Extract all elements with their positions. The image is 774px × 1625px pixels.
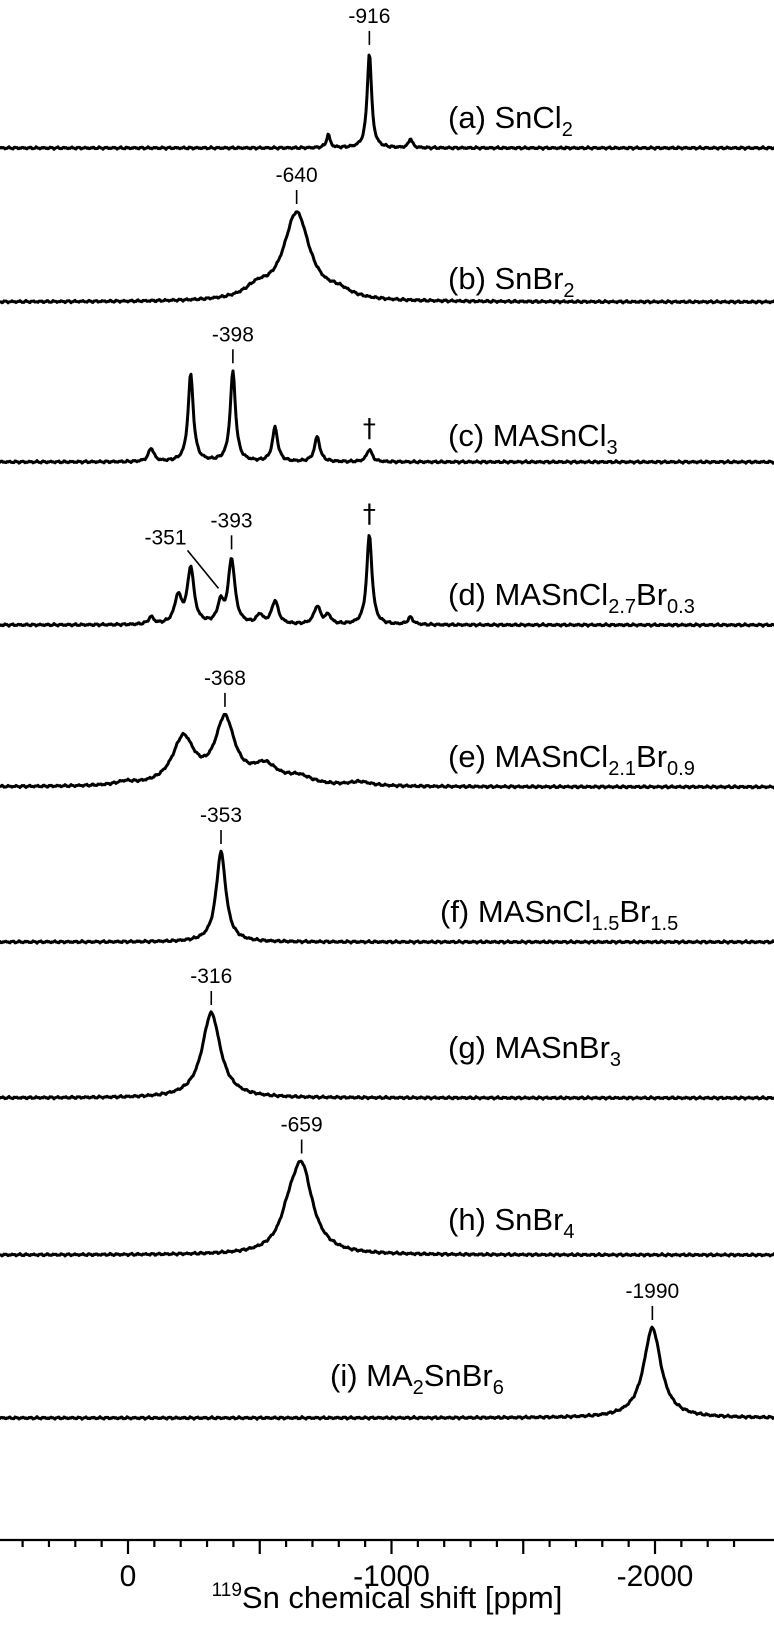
formula-part: SnBr bbox=[495, 1202, 564, 1237]
spectrum-6: -316 (g) MASnBr3 bbox=[0, 965, 774, 1101]
spectra-group: -916(a) SnCl2-640(b) SnBr2-398† (c) MASnC… bbox=[0, 5, 774, 1421]
tick-label: 0 bbox=[120, 1560, 137, 1593]
spectrum-trace bbox=[0, 1325, 774, 1421]
spectrum-trace bbox=[0, 53, 774, 151]
formula-part: MA bbox=[366, 1358, 413, 1393]
formula-part: 3 bbox=[610, 1049, 621, 1071]
sample-label-prefix: (e) bbox=[448, 739, 495, 774]
x-axis-label-superscript: 119 bbox=[212, 1580, 242, 1601]
formula-part: MASnBr bbox=[495, 1030, 610, 1065]
sample-label: (i) MA2SnBr6 bbox=[330, 1358, 504, 1399]
spectrum-8: -1990 (i) MA2SnBr6 bbox=[0, 1280, 774, 1421]
sample-label: (d) MASnCl2.7Br0.3 bbox=[448, 577, 695, 618]
sample-label: (c) MASnCl3 bbox=[448, 418, 618, 459]
tick-label: -2000 bbox=[617, 1560, 694, 1593]
impurity-dagger: † bbox=[363, 500, 376, 530]
spectrum-3: -393 -351 † (d) MASnCl2.7Br0.3 bbox=[0, 500, 774, 628]
formula-part: MASnCl bbox=[495, 739, 609, 774]
formula-part: 1.5 bbox=[592, 913, 620, 935]
formula-part: 4 bbox=[563, 1221, 574, 1243]
peak-label: -659 bbox=[281, 1114, 323, 1137]
peak-label: -398 bbox=[212, 323, 254, 346]
peak-label: -353 bbox=[200, 804, 242, 827]
formula-part: MASnCl bbox=[495, 577, 609, 612]
spectrum-trace bbox=[0, 1159, 774, 1258]
sample-label: (b) SnBr2 bbox=[448, 261, 575, 302]
sample-label: (a) SnCl2 bbox=[448, 100, 573, 141]
peak-label: -640 bbox=[276, 164, 318, 187]
formula-part: 3 bbox=[606, 437, 617, 459]
formula-part: 0.9 bbox=[667, 758, 695, 780]
formula-part: 2.7 bbox=[608, 596, 636, 618]
x-axis-label-text: Sn chemical shift [ppm] bbox=[242, 1580, 562, 1615]
formula-part: Br bbox=[636, 739, 667, 774]
impurity-dagger: † bbox=[363, 414, 376, 444]
spectrum-4: -368 (e) MASnCl2.1Br0.9 bbox=[0, 667, 774, 790]
spectrum-trace bbox=[0, 1010, 774, 1101]
formula-part: Br bbox=[619, 894, 650, 929]
sample-label: (e) MASnCl2.1Br0.9 bbox=[448, 739, 695, 780]
formula-part: 2 bbox=[562, 119, 573, 141]
peak-label: -916 bbox=[348, 5, 390, 28]
tick-label: -1000 bbox=[353, 1560, 430, 1593]
formula-part: 6 bbox=[493, 1377, 504, 1399]
spectrum-0: -916 (a) SnCl2 bbox=[0, 5, 774, 151]
spectrum-trace bbox=[0, 849, 774, 945]
formula-part: SnCl bbox=[495, 100, 562, 135]
spectrum-7: -659 (h) SnBr4 bbox=[0, 1114, 774, 1258]
formula-part: 2.1 bbox=[608, 758, 636, 780]
spectrum-5: -353(f) MASnCl1.5Br1.5 bbox=[0, 804, 774, 945]
sample-label-prefix: (d) bbox=[448, 577, 495, 612]
sample-label: (f) MASnCl1.5Br1.5 bbox=[440, 894, 678, 935]
sample-label-prefix: (h) bbox=[448, 1202, 495, 1237]
formula-part: 2 bbox=[413, 1377, 424, 1399]
formula-part: MASnCl bbox=[493, 418, 607, 453]
peak-label: -368 bbox=[204, 667, 246, 690]
spectrum-1: -640 (b) SnBr2 bbox=[0, 164, 774, 305]
spectrum-trace bbox=[0, 534, 774, 628]
sample-label-prefix: (b) bbox=[448, 261, 495, 296]
formula-part: Br bbox=[636, 577, 667, 612]
formula-part: MASnCl bbox=[478, 894, 592, 929]
spectrum-trace bbox=[0, 210, 774, 305]
leader-line bbox=[186, 549, 220, 589]
sample-label: (g) MASnBr3 bbox=[448, 1030, 621, 1071]
sample-label: (h) SnBr4 bbox=[448, 1202, 575, 1243]
formula-part: 0.3 bbox=[667, 596, 695, 618]
spectrum-trace bbox=[0, 369, 774, 465]
formula-part: SnBr bbox=[424, 1358, 493, 1393]
formula-part: 2 bbox=[563, 280, 574, 302]
x-axis-ticks: 0 -1000 -2000 bbox=[21, 1540, 736, 1593]
sample-label-prefix: (c) bbox=[448, 418, 493, 453]
x-axis-label: 119Sn chemical shift [ppm] bbox=[212, 1580, 563, 1615]
sample-label-prefix: (f) bbox=[440, 894, 478, 929]
formula-part: SnBr bbox=[495, 261, 564, 296]
peak-label: -351 bbox=[144, 526, 186, 549]
spectrum-2: -398 † (c) MASnCl3 bbox=[0, 323, 774, 465]
spectrum-trace bbox=[0, 712, 774, 790]
sample-label-prefix: (i) bbox=[330, 1358, 366, 1393]
formula-part: 1.5 bbox=[650, 913, 678, 935]
x-axis: 0 -1000 -2000 119Sn chemical shift [ppm] bbox=[0, 1538, 774, 1615]
peak-label: -1990 bbox=[626, 1280, 680, 1303]
peak-label: -393 bbox=[211, 509, 253, 532]
sample-label-prefix: (g) bbox=[448, 1030, 495, 1065]
peak-label: -316 bbox=[190, 965, 232, 988]
sample-label-prefix: (a) bbox=[448, 100, 495, 135]
